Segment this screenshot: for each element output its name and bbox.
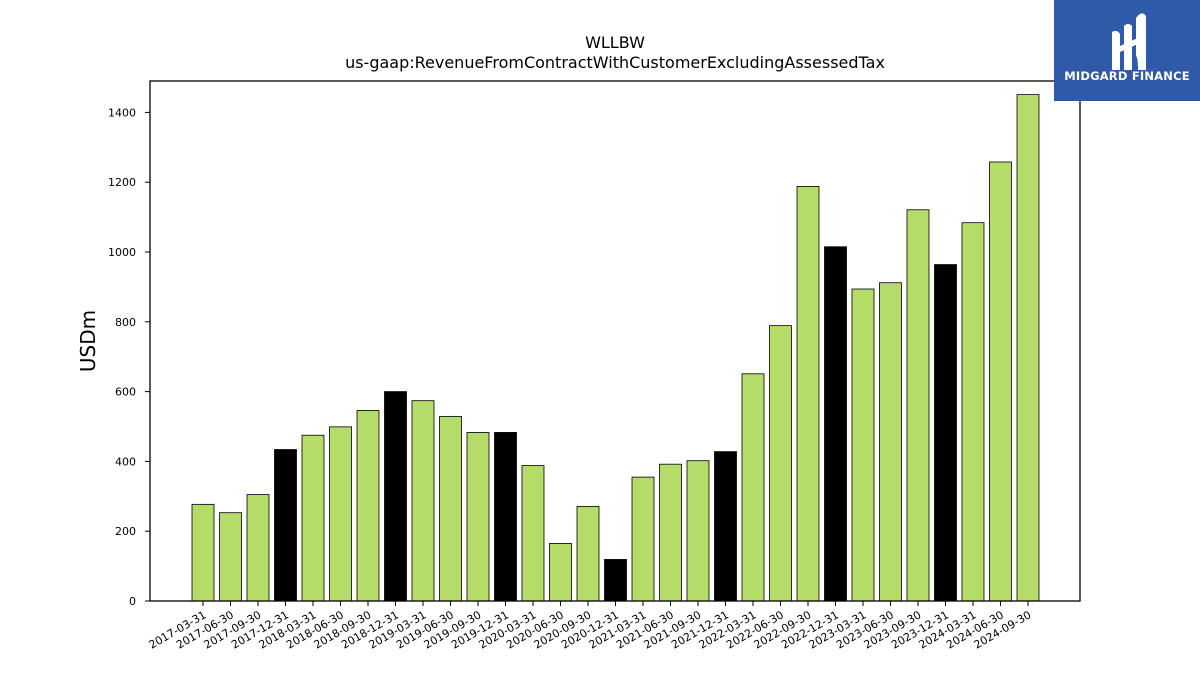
logo-text: MIDGARD FINANCE xyxy=(1064,69,1190,83)
y-axis-ticks: 0 200 400 600 800 1000 1200 1400 xyxy=(108,106,150,608)
y-axis-label: USDm xyxy=(76,310,100,372)
midgard-finance-logo: MIDGARD FINANCE xyxy=(1054,0,1200,101)
bar-2017-12-31 xyxy=(274,449,297,602)
bar-2021-12-31 xyxy=(714,451,737,602)
bar-2021-09-30 xyxy=(686,460,710,602)
bar-2018-09-30 xyxy=(356,410,380,602)
bar-2020-12-31 xyxy=(604,559,627,602)
bar-2023-12-31 xyxy=(934,264,957,602)
bar-2024-09-30 xyxy=(1016,94,1040,602)
plot-frame xyxy=(149,80,1081,602)
bar-2022-12-31 xyxy=(824,246,847,602)
bar-2018-12-31 xyxy=(384,391,407,602)
chart-subtitle: us-gaap:RevenueFromContractWithCustomerE… xyxy=(345,53,885,72)
y-tick-label: 400 xyxy=(115,455,136,468)
bars-group xyxy=(191,94,1040,602)
bar-2021-06-30 xyxy=(659,463,682,602)
bar-2018-06-30 xyxy=(329,426,352,602)
x-axis-ticks: 2017-03-312017-06-302017-09-302017-12-31… xyxy=(147,601,1034,652)
bar-2019-09-30 xyxy=(466,432,490,602)
bar-2019-03-31 xyxy=(411,400,435,602)
bar-2022-06-30 xyxy=(769,325,792,602)
y-tick-label: 200 xyxy=(115,525,136,538)
bar-2022-03-31 xyxy=(741,373,765,602)
bar-2020-03-31 xyxy=(521,465,545,602)
y-tick-label: 600 xyxy=(115,386,136,399)
bar-2017-03-31 xyxy=(191,503,215,602)
y-tick-label: 800 xyxy=(115,316,136,329)
bar-2023-03-31 xyxy=(851,288,875,602)
bar-2023-09-30 xyxy=(906,209,930,602)
midgard-logo-icon xyxy=(1112,13,1146,70)
chart-title: WLLBW xyxy=(585,33,645,52)
bar-2019-12-31 xyxy=(494,432,517,602)
bar-2019-06-30 xyxy=(439,415,462,602)
y-tick-label: 0 xyxy=(129,595,136,608)
bar-2024-06-30 xyxy=(989,161,1012,602)
bar-2020-09-30 xyxy=(576,506,600,602)
bar-2023-06-30 xyxy=(879,282,902,602)
y-tick-label: 1000 xyxy=(108,246,136,259)
y-tick-label: 1200 xyxy=(108,176,136,189)
bar-2021-03-31 xyxy=(631,476,655,602)
bar-2022-09-30 xyxy=(796,185,820,602)
bar-2018-03-31 xyxy=(301,434,325,602)
bar-2024-03-31 xyxy=(961,222,985,602)
bar-2017-09-30 xyxy=(246,494,270,602)
bar-2017-06-30 xyxy=(219,512,242,602)
bar-2020-06-30 xyxy=(549,543,572,602)
y-tick-label: 1400 xyxy=(108,106,136,119)
